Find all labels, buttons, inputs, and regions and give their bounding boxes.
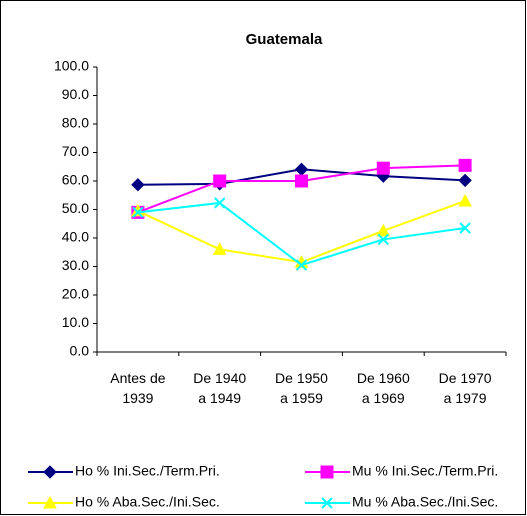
marker <box>132 206 144 219</box>
y-tick-label: 0.0 <box>70 343 90 359</box>
legend-marker <box>43 495 57 509</box>
marker <box>458 193 472 207</box>
marker <box>131 177 145 192</box>
marker <box>212 242 227 255</box>
y-tick-label: 100.0 <box>54 58 89 74</box>
legend-label: Mu % Ini.Sec./Term.Pri. <box>352 463 498 479</box>
legend-label: Ho % Ini.Sec./Term.Pri. <box>75 463 220 479</box>
legend-label: Mu % Aba.Sec./Ini.Sec. <box>352 494 498 510</box>
legend-marker <box>43 465 57 479</box>
legend-marker <box>321 497 333 509</box>
marker <box>458 173 472 188</box>
legend-marker <box>320 465 334 479</box>
marker <box>459 222 471 234</box>
marker <box>458 158 472 172</box>
marker <box>213 197 226 209</box>
x-tick-label: Antes de 1939 <box>110 370 166 406</box>
x-tick-label: De 1970 a 1979 <box>438 370 492 406</box>
x-tick-label: De 1950 a 1959 <box>275 370 328 406</box>
y-tick-label: 20.0 <box>62 286 89 302</box>
chart-title: Guatemala <box>246 31 323 48</box>
y-tick-label: 40.0 <box>62 229 89 245</box>
x-tick-label: De 1940 a 1949 <box>193 370 247 406</box>
y-tick-label: 10.0 <box>62 314 89 330</box>
marker <box>376 161 390 175</box>
y-tick-label: 70.0 <box>62 143 89 159</box>
x-tick-label: De 1960 a 1969 <box>356 370 410 406</box>
y-tick-label: 30.0 <box>62 257 89 273</box>
legend-label: Ho % Aba.Sec./Ini.Sec. <box>75 494 220 510</box>
y-tick-label: 60.0 <box>62 172 89 188</box>
y-tick-label: 80.0 <box>62 115 89 131</box>
marker <box>213 174 227 188</box>
marker <box>295 259 308 271</box>
y-tick-label: 90.0 <box>62 86 89 102</box>
marker <box>377 233 390 246</box>
marker <box>295 174 308 188</box>
marker <box>376 223 391 237</box>
y-tick-label: 50.0 <box>62 200 89 216</box>
